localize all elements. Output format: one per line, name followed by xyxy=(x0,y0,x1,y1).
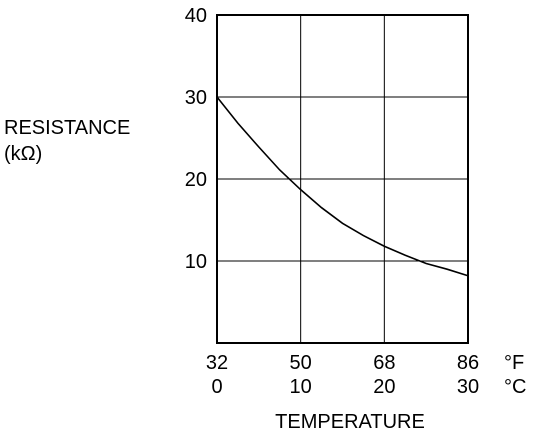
plot-frame xyxy=(216,14,469,344)
y-tick-label: 10 xyxy=(185,251,207,273)
x-tick-label-celsius: 10 xyxy=(290,376,312,398)
y-tick-label: 40 xyxy=(185,5,207,27)
x-tick-label-fahrenheit: 50 xyxy=(290,352,312,374)
x-tick-label-fahrenheit: 68 xyxy=(373,352,395,374)
y-tick-labels: 10 20 30 40 xyxy=(185,5,207,273)
x-tick-label-celsius: 20 xyxy=(373,376,395,398)
grid-lines xyxy=(217,15,468,343)
x-unit-fahrenheit: °F xyxy=(504,352,524,374)
y-axis-label-line1: RESISTANCE xyxy=(4,117,130,139)
x-tick-label-celsius: 30 xyxy=(457,376,479,398)
y-tick-label: 30 xyxy=(185,87,207,109)
x-tick-label-fahrenheit: 32 xyxy=(206,352,228,374)
resistance-curve xyxy=(216,96,469,277)
y-tick-label: 20 xyxy=(185,169,207,191)
x-tick-label-fahrenheit: 86 xyxy=(457,352,479,374)
y-axis-label-line2: (kΩ) xyxy=(4,143,42,165)
x-axis-label: TEMPERATURE xyxy=(275,411,425,433)
x-tick-label-celsius: 0 xyxy=(211,376,222,398)
x-unit-celsius: °C xyxy=(504,376,526,398)
